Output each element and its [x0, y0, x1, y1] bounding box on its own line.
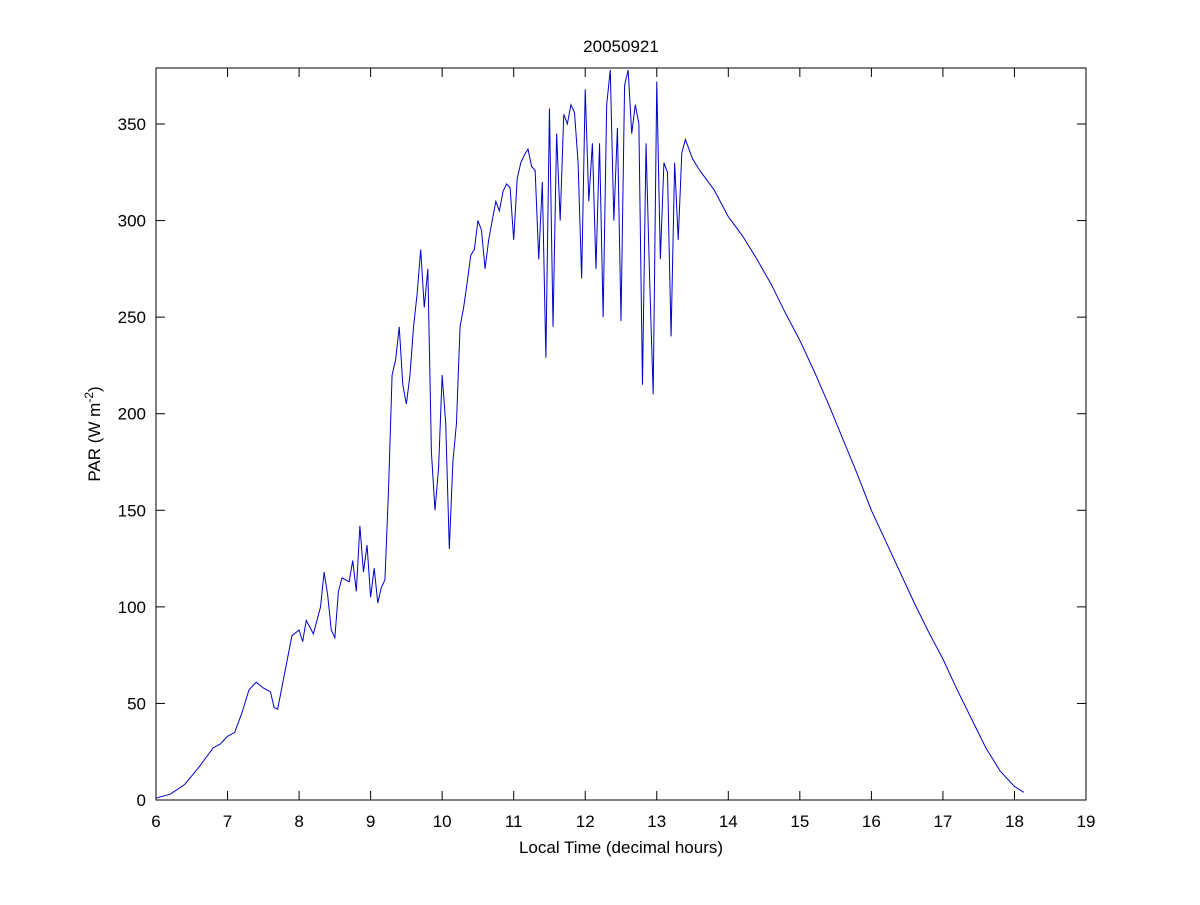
y-tick-label: 200 [118, 405, 146, 424]
plot-frame [155, 67, 1087, 801]
chart-title: 20050921 [583, 37, 659, 56]
data-line [155, 69, 1025, 799]
y-tick-label: 250 [118, 308, 146, 327]
x-tick-label: 11 [505, 812, 523, 831]
x-tick-label: 16 [862, 812, 881, 831]
x-tick-label: 13 [647, 812, 666, 831]
x-tick-label: 8 [294, 812, 303, 831]
x-tick-label: 10 [433, 812, 452, 831]
x-tick-label: 14 [719, 812, 738, 831]
y-tick-label: 300 [118, 212, 146, 231]
x-tick-label: 15 [790, 812, 809, 831]
x-tick-label: 19 [1077, 812, 1096, 831]
y-tick-label: 100 [118, 598, 146, 617]
y-axis-label-exponent: -2 [82, 392, 96, 403]
x-tick-label: 18 [1005, 812, 1024, 831]
y-axis-label-main: PAR (W m [85, 403, 104, 482]
x-tick-label: 12 [576, 812, 595, 831]
y-axis-label-end: ) [85, 386, 104, 392]
y-tick-label: 50 [127, 694, 146, 713]
x-tick-label: 7 [223, 812, 232, 831]
x-tick-label: 6 [151, 812, 160, 831]
y-tick-label: 150 [118, 501, 146, 520]
y-tick-label: 350 [118, 115, 146, 134]
x-axis-label: Local Time (decimal hours) [519, 838, 723, 857]
y-axis-label: PAR (W m-2) [82, 386, 104, 481]
x-tick-label: 17 [933, 812, 952, 831]
y-tick-label: 0 [137, 791, 146, 810]
x-tick-label: 9 [366, 812, 375, 831]
